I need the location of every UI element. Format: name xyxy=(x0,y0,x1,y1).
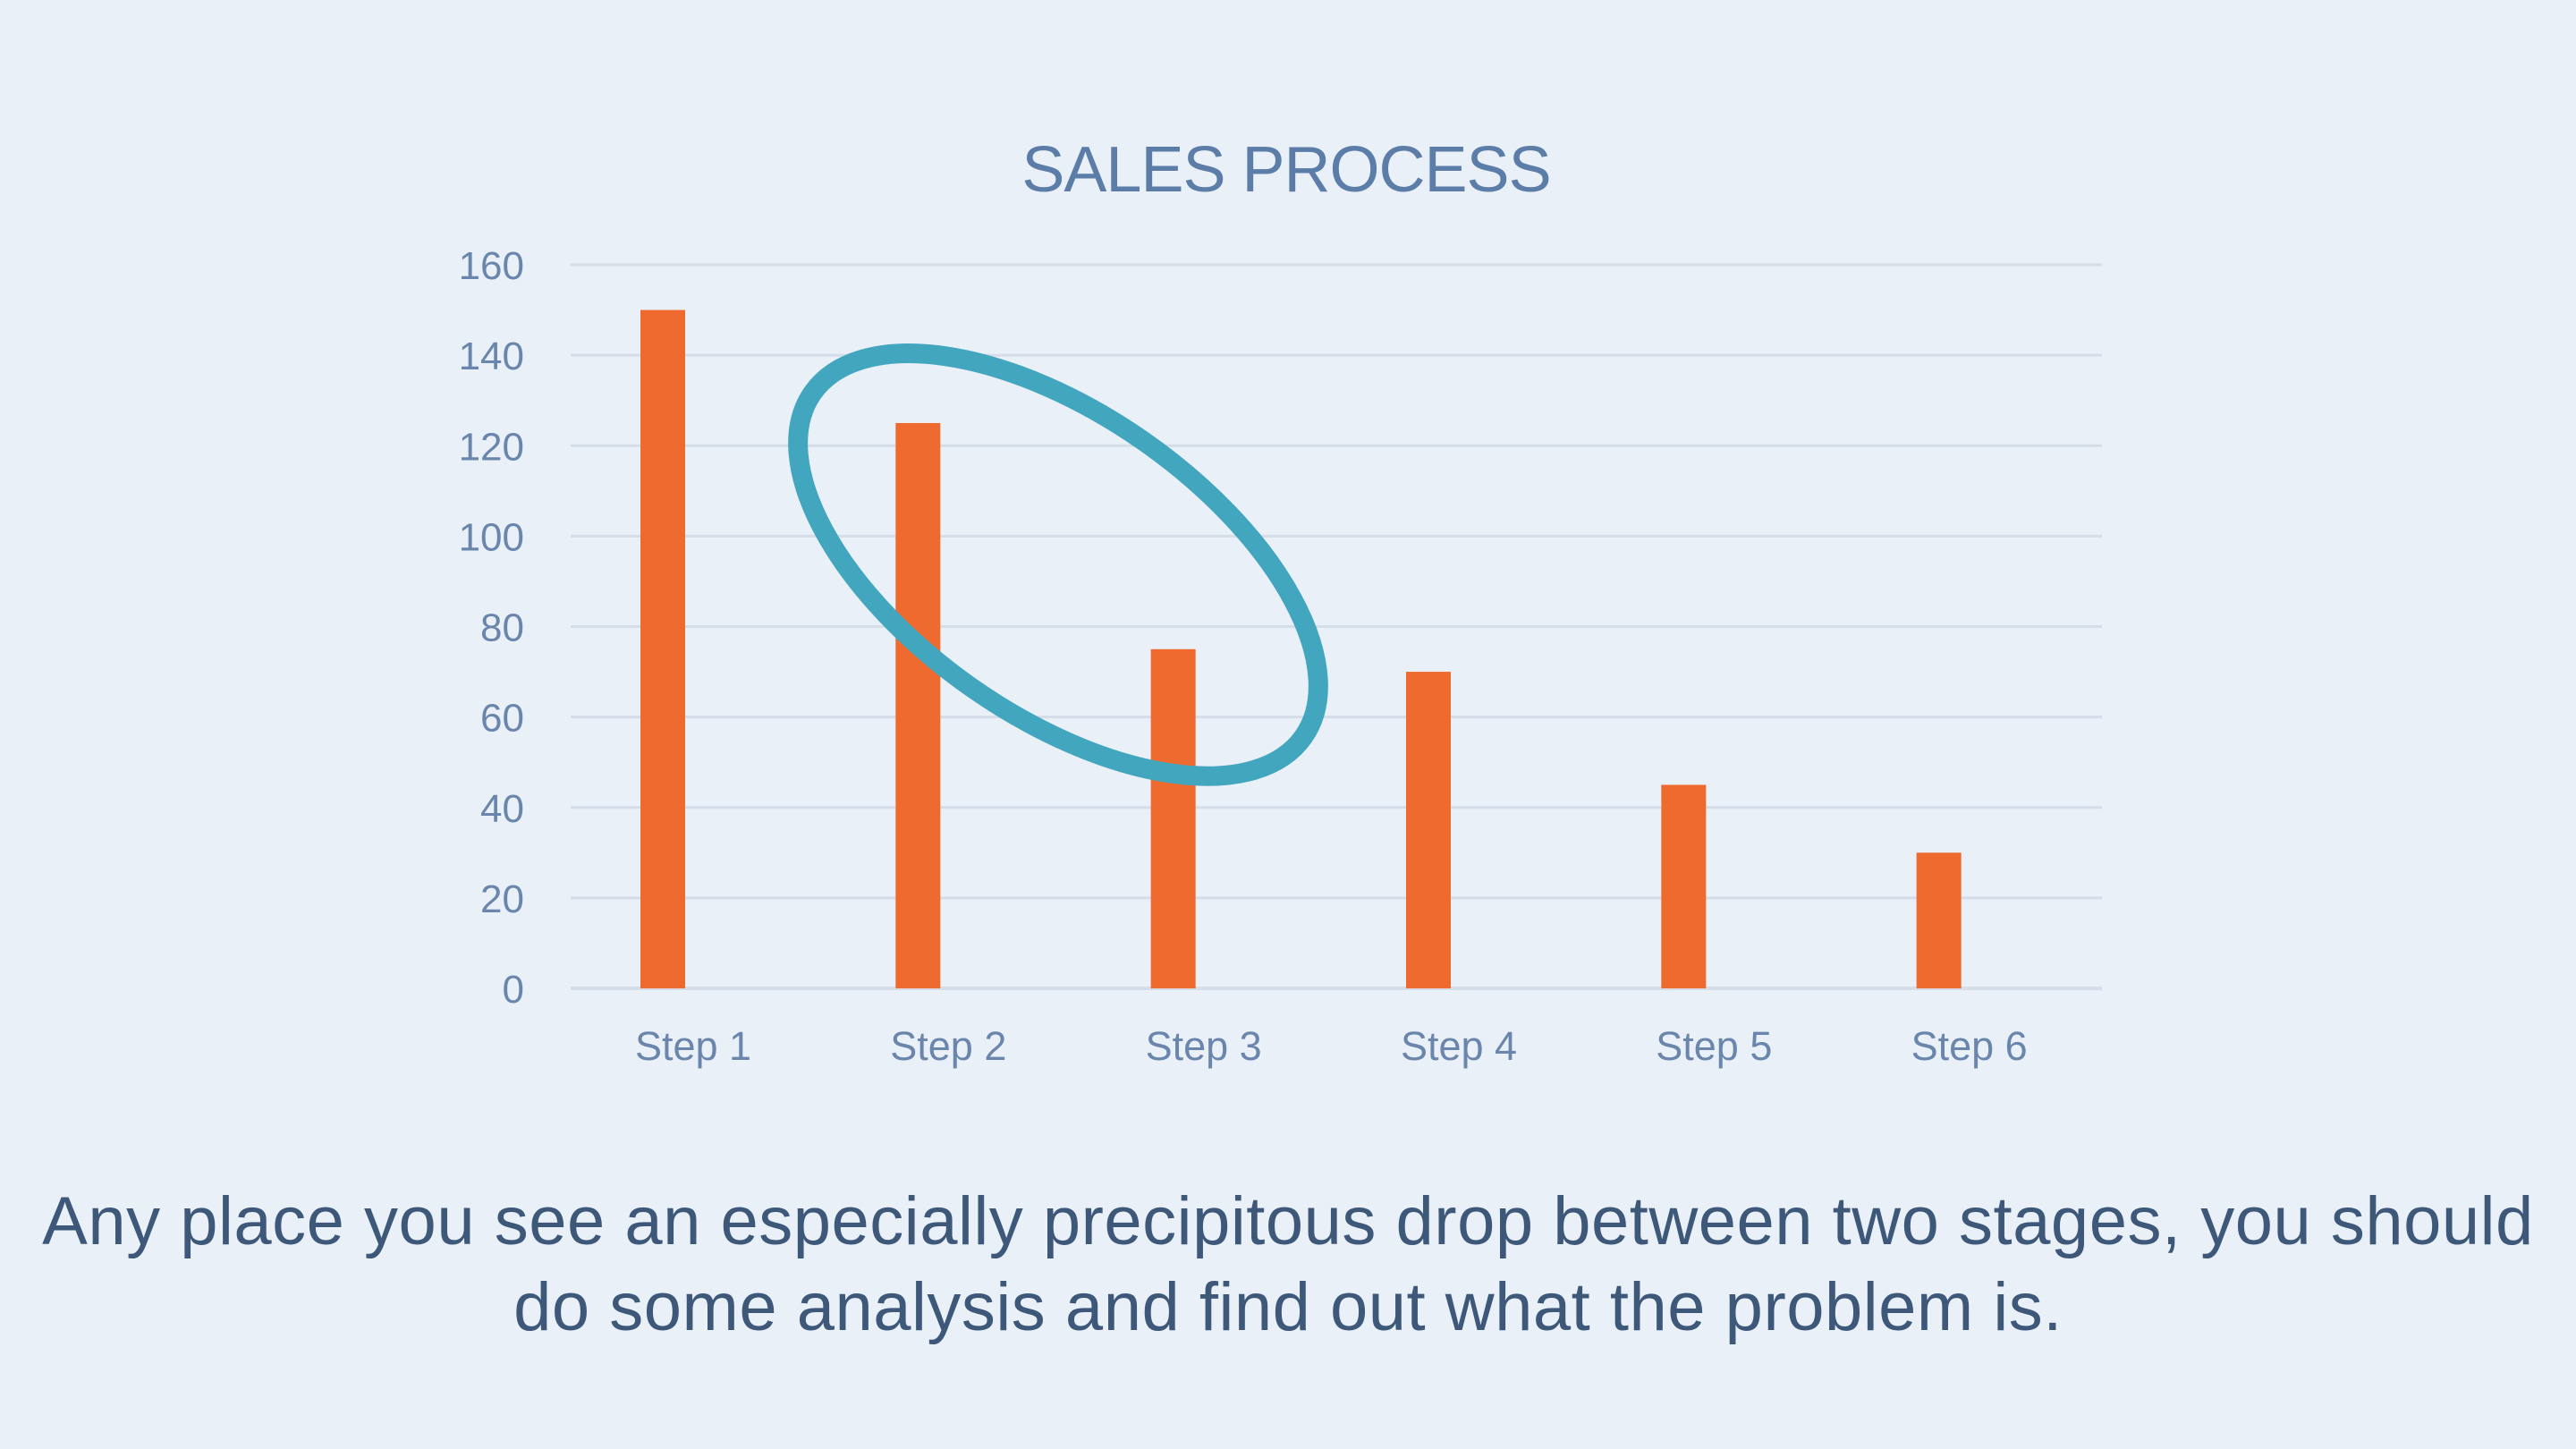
y-tick-label: 100 xyxy=(459,515,524,559)
highlight-ellipse-shape xyxy=(788,343,1328,786)
sales-process-chart: SALES PROCESS 0 20 40 60 80 100 120 140 160 Step… xyxy=(459,134,2102,1069)
x-category-label: Step 1 xyxy=(635,1023,751,1069)
x-category-label: Step 5 xyxy=(1656,1023,1772,1069)
x-category-label: Step 4 xyxy=(1401,1023,1517,1069)
y-tick-label: 160 xyxy=(459,244,524,288)
y-tick-label: 80 xyxy=(480,606,524,650)
slide-caption: Any place you see an especially precipit… xyxy=(42,1183,2534,1345)
x-axis-category-labels: Step 1 Step 2 Step 3 Step 4 Step 5 Step 6 xyxy=(635,1023,2028,1069)
bar-step-6 xyxy=(1916,852,1962,988)
y-tick-label: 140 xyxy=(459,335,524,378)
y-tick-label: 0 xyxy=(503,968,524,1012)
x-category-label: Step 6 xyxy=(1911,1023,2028,1069)
gridlines xyxy=(571,263,2102,990)
chart-title: SALES PROCESS xyxy=(1021,134,1550,206)
bar-step-3 xyxy=(1150,648,1196,988)
bar-step-4 xyxy=(1406,672,1451,988)
highlight-ellipse xyxy=(788,343,1328,786)
x-category-label: Step 3 xyxy=(1146,1023,1262,1069)
y-tick-label: 60 xyxy=(480,697,524,741)
y-tick-label: 120 xyxy=(459,425,524,469)
x-category-label: Step 2 xyxy=(890,1023,1006,1069)
bar-step-1 xyxy=(640,309,685,988)
y-tick-label: 40 xyxy=(480,787,524,831)
bar-step-2 xyxy=(895,422,941,988)
bar-step-5 xyxy=(1661,784,1707,988)
y-tick-label: 20 xyxy=(480,877,524,921)
y-axis-tick-labels: 0 20 40 60 80 100 120 140 160 xyxy=(459,244,524,1012)
bars xyxy=(640,309,1962,988)
